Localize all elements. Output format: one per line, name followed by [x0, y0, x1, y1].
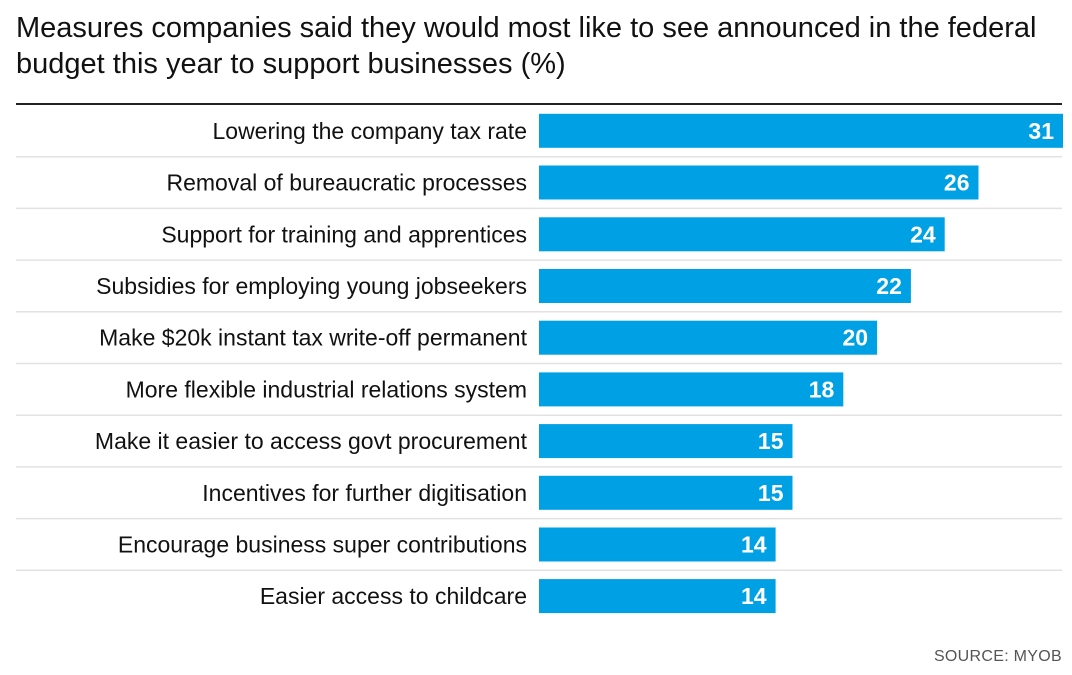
- category-label: Removal of bureaucratic processes: [167, 170, 528, 196]
- bar: [539, 475, 793, 510]
- category-label: More flexible industrial relations syste…: [126, 376, 527, 402]
- chart-rows: Lowering the company tax rate 31 Removal o…: [16, 113, 1063, 614]
- value-label: 31: [1028, 118, 1054, 144]
- value-label: 14: [741, 532, 767, 558]
- category-label: Make it easier to access govt procuremen…: [95, 428, 528, 454]
- category-label: Incentives for further digitisation: [202, 480, 527, 506]
- value-label: 15: [758, 428, 784, 454]
- value-label: 24: [910, 221, 936, 247]
- category-label: Support for training and apprentices: [161, 221, 527, 247]
- bar: [539, 269, 911, 303]
- value-label: 18: [809, 376, 835, 402]
- bar: [539, 320, 878, 355]
- value-label: 14: [741, 583, 767, 609]
- bar: [539, 113, 1063, 148]
- category-label: Make $20k instant tax write-off permanen…: [99, 325, 527, 351]
- category-label: Subsidies for employing young jobseekers: [96, 273, 527, 299]
- category-label: Lowering the company tax rate: [212, 118, 527, 144]
- bar: [539, 579, 776, 614]
- value-label: 20: [843, 325, 869, 351]
- bar: [539, 217, 945, 252]
- category-label: Encourage business super contributions: [118, 532, 527, 558]
- bar: [539, 165, 979, 200]
- value-label: 15: [758, 480, 784, 506]
- value-label: 22: [876, 273, 902, 299]
- source-note: SOURCE: MYOB: [933, 648, 1062, 665]
- bar: [539, 372, 844, 407]
- bar: [539, 424, 793, 459]
- bar: [539, 527, 776, 562]
- chart-title: Measures companies said they would most …: [16, 12, 1037, 80]
- category-label: Easier access to childcare: [260, 583, 527, 609]
- value-label: 26: [944, 170, 970, 196]
